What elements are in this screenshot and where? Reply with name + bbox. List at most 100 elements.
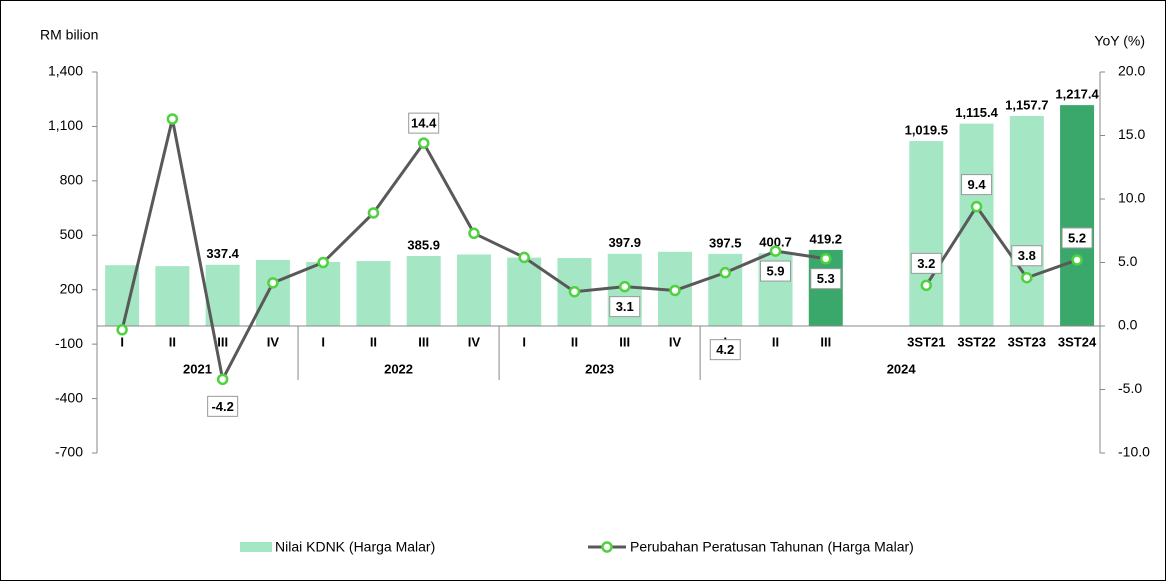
legend-marker	[601, 541, 613, 553]
line-marker	[468, 227, 480, 240]
x-group-label: 2021	[183, 361, 212, 376]
y2-tick-label: 5.0	[1118, 253, 1138, 269]
x-group-label: 2024	[887, 361, 917, 376]
line-marker	[669, 284, 681, 297]
bar	[1060, 105, 1095, 326]
line-marker	[317, 256, 329, 269]
bar-value-label: 419.2	[809, 231, 842, 246]
x-tick-label: I	[120, 334, 124, 349]
bar-value-label: 385.9	[407, 237, 440, 252]
bar	[406, 255, 441, 326]
bar	[909, 141, 944, 326]
line-value-label: 9.4	[968, 177, 987, 192]
y2-axis-label: YoY (%)	[1094, 33, 1145, 49]
line-value-label: 3.1	[616, 299, 634, 314]
line	[925, 203, 1078, 287]
line-marker	[518, 251, 530, 264]
y2-tick-label: 0.0	[1118, 317, 1138, 333]
bar	[1009, 115, 1044, 326]
line-label-box	[408, 112, 440, 134]
y2-tick-label: 10.0	[1118, 190, 1145, 206]
bar	[306, 261, 341, 326]
y-tick-label: 200	[60, 280, 84, 296]
line-marker	[1021, 271, 1033, 284]
line-marker	[1071, 254, 1083, 266]
bar	[708, 253, 743, 326]
line-marker	[267, 277, 279, 289]
x-tick-label: IV	[669, 334, 682, 349]
x-group-label: 2023	[585, 361, 614, 376]
y2-tick-label: -10.0	[1118, 444, 1150, 460]
line-value-label: 5.9	[766, 264, 784, 279]
x-tick-label: 3ST23	[1008, 334, 1046, 349]
bar	[255, 259, 290, 326]
y-tick-label: 1,100	[48, 117, 83, 133]
line-marker	[820, 252, 832, 265]
y-tick-label: -100	[55, 335, 83, 351]
line-marker	[417, 137, 430, 149]
line-marker	[568, 285, 581, 298]
legend-label: Nilai KDNK (Harga Malar)	[275, 539, 435, 555]
line-marker	[618, 280, 631, 293]
y-tick-label: -700	[55, 444, 83, 460]
bar-value-label: 397.5	[709, 235, 742, 250]
y-tick-label: -400	[55, 389, 83, 405]
x-tick-label: IV	[468, 334, 481, 349]
line-label-box	[207, 395, 239, 417]
bar	[456, 254, 491, 326]
x-tick-label: II	[169, 334, 176, 349]
bar	[155, 266, 190, 326]
y2-tick-label: 15.0	[1118, 126, 1145, 142]
x-tick-label: I	[321, 334, 325, 349]
x-tick-label: III	[217, 334, 228, 349]
line-value-label: 5.3	[817, 271, 835, 286]
line-value-label: 4.2	[716, 342, 734, 357]
line-value-label: -4.2	[211, 399, 233, 414]
line-value-label: 5.2	[1068, 230, 1086, 245]
bar-value-label: 337.4	[206, 246, 239, 261]
y2-tick-label: 20.0	[1118, 63, 1145, 79]
line-label-box	[1011, 245, 1043, 267]
x-tick-label: 3ST22	[957, 334, 995, 349]
line-label-box	[709, 339, 741, 361]
x-tick-label: II	[370, 334, 377, 349]
bar-value-label: 400.7	[759, 235, 792, 250]
bar-value-label: 397.9	[608, 235, 641, 250]
line-marker	[116, 324, 128, 336]
x-tick-label: II	[571, 334, 578, 349]
line-value-label: 14.4	[411, 116, 437, 131]
bar	[105, 265, 140, 326]
x-tick-label: IV	[267, 334, 280, 349]
x-tick-label: III	[820, 334, 831, 349]
y-axis-label: RM bilion	[40, 27, 98, 43]
line-label-box	[760, 260, 792, 282]
line-marker	[216, 373, 229, 386]
x-tick-label: II	[772, 334, 779, 349]
line-label-box	[1061, 227, 1093, 249]
line-value-label: 3.2	[917, 256, 935, 271]
y-tick-label: 800	[60, 172, 84, 188]
x-tick-label: 3ST24	[1058, 334, 1097, 349]
x-tick-label: 3ST21	[907, 334, 945, 349]
legend-label: Perubahan Peratusan Tahunan (Harga Malar…	[630, 539, 914, 555]
line-marker	[367, 207, 380, 219]
bar-value-label: 1,217.4	[1055, 87, 1099, 102]
x-tick-label: III	[619, 334, 630, 349]
bar	[356, 261, 391, 326]
y2-tick-label: -5.0	[1118, 380, 1142, 396]
x-tick-label: I	[522, 334, 526, 349]
x-tick-label: III	[418, 334, 429, 349]
line-marker	[166, 113, 179, 125]
x-group-label: 2022	[384, 361, 413, 376]
line-marker	[769, 245, 782, 257]
y-tick-label: 1,400	[48, 63, 83, 79]
line-label-box	[910, 252, 942, 274]
bar-value-label: 1,115.4	[955, 105, 998, 120]
line-marker	[719, 266, 731, 279]
line-label-box	[609, 296, 641, 318]
bar-value-label: 1,157.7	[1005, 97, 1048, 112]
bar	[507, 257, 542, 326]
bar-value-label: 1,019.5	[905, 122, 948, 137]
line-label-box	[961, 174, 993, 196]
